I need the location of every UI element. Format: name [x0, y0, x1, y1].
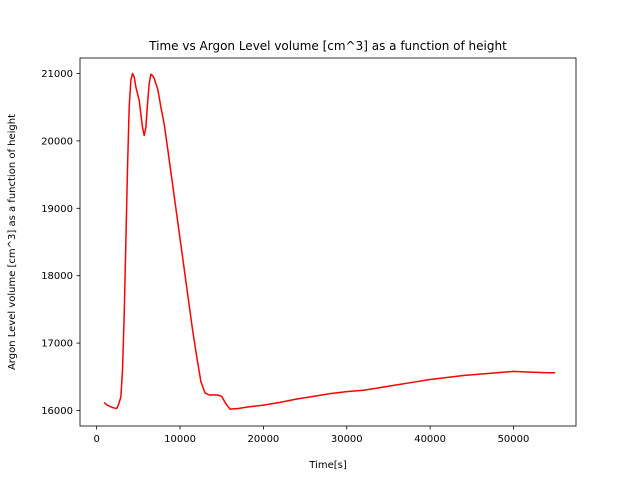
y-tick-label-2: 18000 — [41, 271, 73, 282]
x-tick-label-3: 30000 — [331, 434, 363, 445]
x-axis-label: Time[s] — [308, 460, 347, 471]
y-tick-label-4: 20000 — [41, 136, 73, 147]
chart-title: Time vs Argon Level volume [cm^3] as a f… — [148, 39, 507, 53]
y-axis-label: Argon Level volume [cm^3] as a function … — [7, 114, 18, 370]
y-tick-label-5: 21000 — [41, 69, 73, 80]
y-tick-label-3: 19000 — [41, 204, 73, 215]
series-line-0 — [103, 72, 556, 410]
x-tick-label-0: 0 — [93, 434, 99, 445]
x-tick-label-4: 40000 — [414, 434, 446, 445]
plot-frame — [79, 57, 577, 427]
x-tick-label-2: 20000 — [247, 434, 279, 445]
x-tick-label-1: 10000 — [164, 434, 196, 445]
ticks-layer: 0 10000 20000 30000 40000 50000 16000 17000 1800… — [41, 69, 529, 445]
plot-layer — [103, 72, 556, 410]
x-tick-label-5: 50000 — [498, 434, 530, 445]
y-tick-label-0: 16000 — [41, 406, 73, 417]
y-tick-label-1: 17000 — [41, 339, 73, 350]
